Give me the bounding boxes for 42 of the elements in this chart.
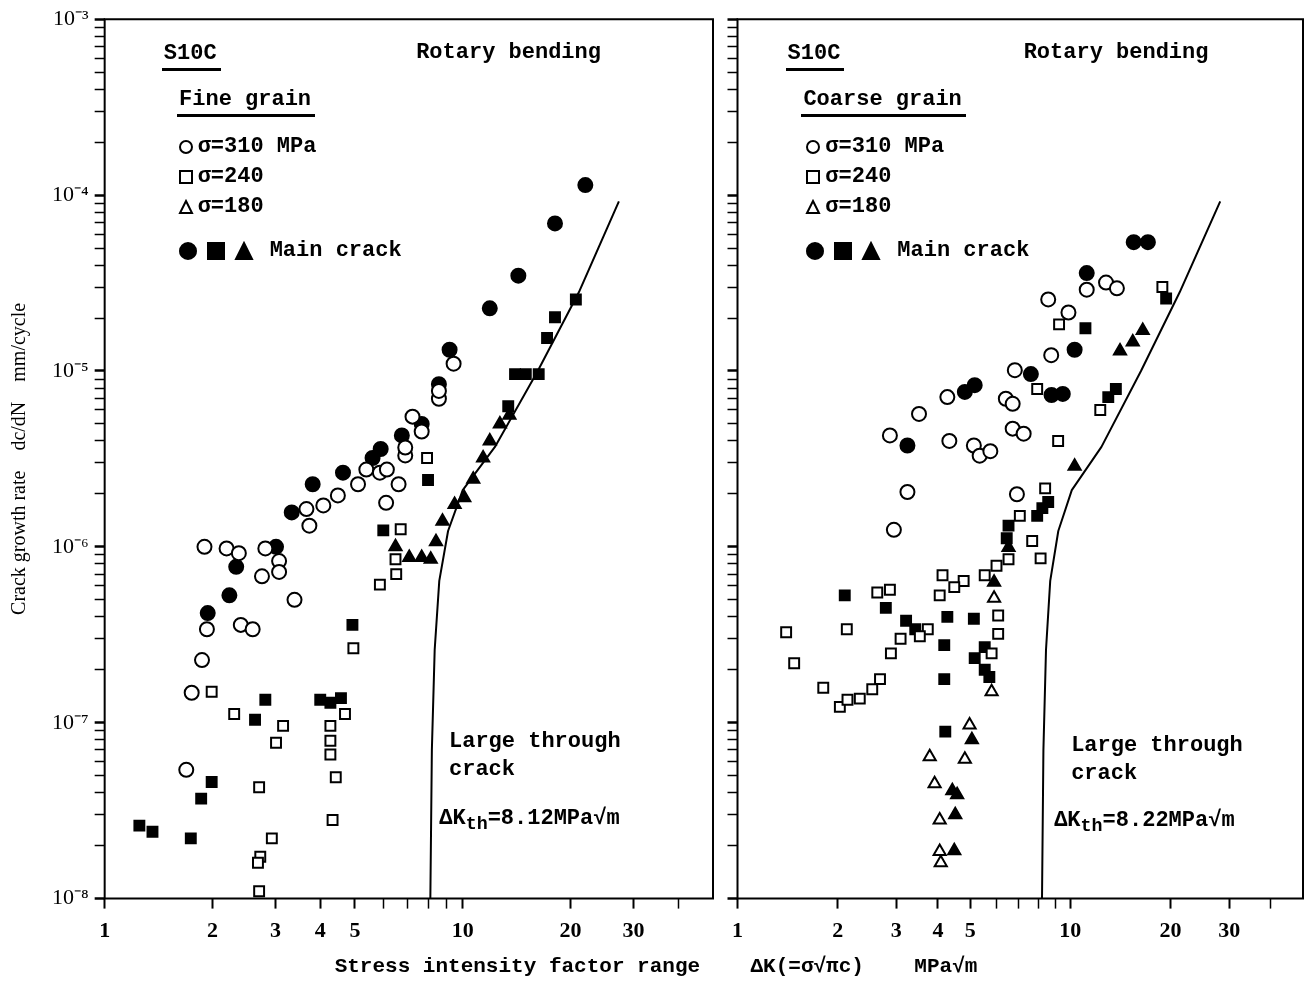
y-axis-title: Crack growth rate dc/dN mm/cycle [7,302,31,615]
y-tick-label: 10⁻⁷ [52,708,89,734]
annotation: Rotary bending [416,39,601,65]
x-tick-label: 3 [270,917,282,943]
x-tick-label: 1 [99,917,111,943]
x-tick-label: 30 [1218,917,1241,943]
legend-label: σ=180 [825,194,892,220]
y-tick-label: 10⁻⁵ [52,356,89,382]
x-axis-title: Stress intensity factor range ΔK(=σ√πc) MPa√m [333,955,979,978]
legend-label: Main crack [269,238,402,264]
legend-label: σ=310 MPa [197,134,317,160]
annotation: Fine grain [177,87,316,118]
y-tick-label: 10⁻⁴ [52,180,89,206]
y-tick-label: 10⁻³ [53,4,90,30]
x-tick-label: 20 [559,917,582,943]
x-tick-label: 4 [314,917,326,943]
annotation: S10C [161,41,221,72]
x-tick-label: 10 [1059,917,1082,943]
x-tick-label: 5 [964,917,976,943]
x-tick-label: 3 [890,917,902,943]
y-tick-label: 10⁻⁶ [52,532,89,558]
legend-label: σ=240 [825,164,892,190]
x-tick-label: 2 [832,917,844,943]
annotation: Rotary bending [1023,39,1209,65]
annotation: ΔK$_{th}$=8.22MPa√m [1054,808,1235,838]
legend-label: Main crack [897,238,1030,264]
x-tick-label: 4 [932,917,944,943]
annotation: Large through crack [1071,732,1243,786]
annotation: Large through crack [448,728,621,782]
annotation: ΔK$_{th}$=8.12MPa√m [439,806,620,836]
x-tick-label: 5 [349,917,361,943]
x-tick-label: 20 [1159,917,1182,943]
legend-label: σ=180 [197,194,264,220]
legend-label: σ=310 MPa [825,134,945,160]
x-tick-label: 2 [206,917,218,943]
x-tick-label: 1 [732,917,743,943]
y-tick-label: 10⁻⁸ [52,884,89,910]
annotation: S10C [785,41,845,72]
legend-label: σ=240 [197,164,264,190]
x-tick-label: 10 [451,917,474,943]
annotation: Coarse grain [801,87,966,118]
x-tick-label: 30 [622,917,645,943]
